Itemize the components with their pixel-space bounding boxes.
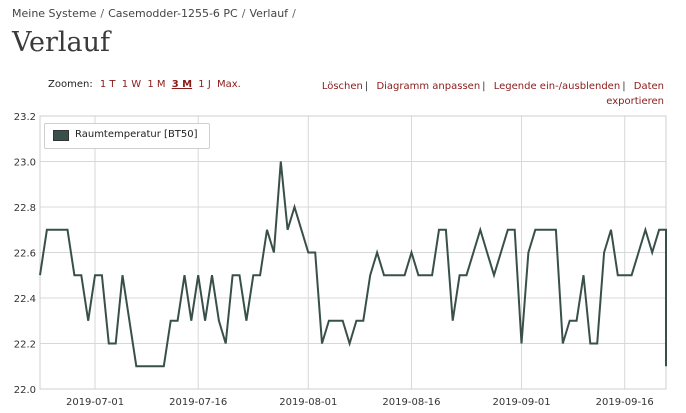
series-line-raumtemperatur	[39, 161, 667, 368]
breadcrumb-separator: /	[292, 7, 296, 20]
x-tick-label: 2019-09-01	[492, 397, 550, 408]
zoom-1-day[interactable]: 1 T	[99, 79, 116, 90]
action-separator: |	[622, 81, 626, 92]
y-tick-label: 22.6	[14, 249, 36, 260]
x-tick-label: 2019-08-01	[279, 397, 337, 408]
zoom-3-months[interactable]: 3 M	[171, 79, 193, 90]
x-tick-label: 2019-09-16	[596, 397, 654, 408]
export-data-link[interactable]: Daten	[633, 81, 664, 92]
action-separator: |	[364, 81, 369, 92]
breadcrumb-history[interactable]: Verlauf	[249, 7, 289, 20]
zoom-1-year[interactable]: 1 J	[198, 79, 211, 90]
breadcrumb-separator: /	[241, 7, 246, 20]
y-tick-label: 22.2	[14, 340, 36, 351]
x-tick-label: 2019-07-16	[169, 397, 227, 408]
zoom-bar: Zoomen: 1 T 1 W 1 M 3 M 1 J Max.	[48, 79, 244, 90]
toggle-legend-link[interactable]: Legende ein-/ausblenden	[493, 81, 621, 92]
adjust-chart-link[interactable]: Diagramm anpassen	[376, 81, 481, 92]
y-tick-label: 22.0	[14, 385, 36, 396]
legend-label: Raumtemperatur [BT50]	[75, 129, 198, 140]
y-tick-label: 22.4	[14, 294, 36, 305]
x-tick-label: 2019-07-01	[66, 397, 124, 408]
export-data-link-2[interactable]: exportieren	[606, 96, 664, 107]
action-separator: |	[482, 81, 486, 92]
legend-swatch	[53, 130, 69, 141]
zoom-max[interactable]: Max.	[216, 79, 241, 90]
y-tick-label: 23.2	[14, 112, 36, 123]
zoom-1-month[interactable]: 1 M	[147, 79, 166, 90]
y-tick-label: 23.0	[14, 158, 36, 169]
zoom-label: Zoomen:	[48, 79, 93, 90]
zoom-1-week[interactable]: 1 W	[121, 79, 142, 90]
chart-actions: Löschen | Diagramm anpassen | Legende ein-…	[294, 79, 664, 109]
breadcrumb-system[interactable]: Casemodder-1255-6 PC	[108, 7, 238, 20]
breadcrumb-separator: /	[100, 7, 105, 20]
y-tick-label: 22.8	[14, 203, 36, 214]
delete-link[interactable]: Löschen	[321, 81, 363, 92]
page-title: Verlauf	[12, 27, 111, 58]
x-tick-label: 2019-08-16	[382, 397, 440, 408]
breadcrumb-my-systems[interactable]: Meine Systeme	[12, 7, 97, 20]
chart-legend[interactable]: Raumtemperatur [BT50]	[44, 123, 210, 149]
breadcrumb: Meine Systeme / Casemodder-1255-6 PC / Verla…	[12, 7, 300, 20]
